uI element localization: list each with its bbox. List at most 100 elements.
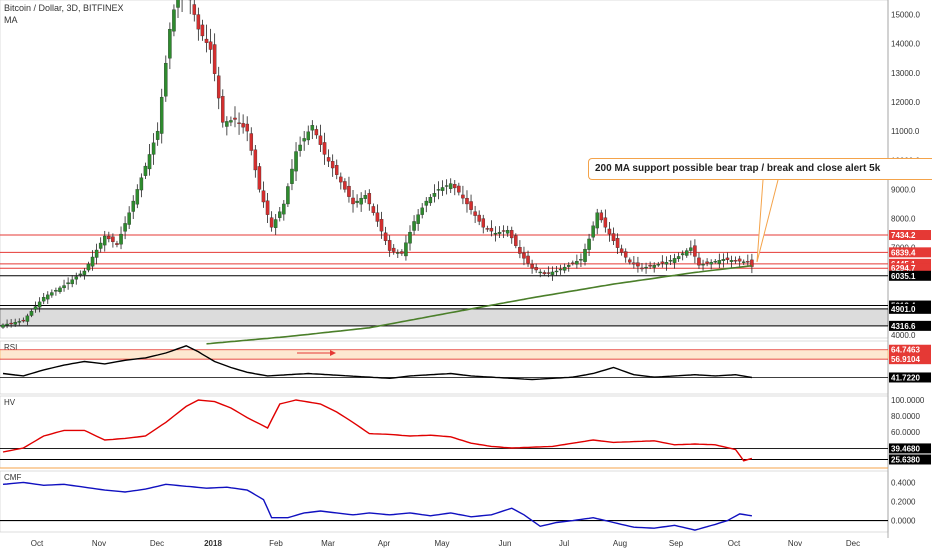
candle-body [676,256,681,259]
candle-body [672,258,677,263]
candle-body [229,120,233,123]
price-tick-label: 11000.0 [891,127,920,136]
candle-body [326,157,331,162]
candle-body [330,161,335,169]
candle-body [21,319,26,322]
candle-body [164,62,168,97]
hv-tick-label: 60.0000 [891,428,920,437]
x-tick-label: Apr [378,539,391,548]
support-zone [0,308,889,327]
candle-body [546,272,551,274]
price-tick-label: 12000.0 [891,98,920,107]
candle-body [440,187,445,191]
candle-body [461,194,465,199]
rsi-level-label-bg [889,344,931,355]
candle-body [680,253,685,256]
price-level-label-bg [889,230,931,241]
candle-body [579,259,583,261]
candle-body [379,218,384,232]
candle-body [623,251,628,258]
candle-body [286,186,290,205]
candle-body [74,276,79,280]
candle-body [367,193,372,205]
price-tick-label: 15000.0 [891,11,920,20]
candle-body [273,219,278,228]
candle-body [351,197,355,205]
candle-body [526,255,530,264]
rsi-level-label-bg [889,354,931,365]
candle-body [603,217,608,228]
candle-body [115,243,119,245]
candle-body [733,260,738,262]
x-tick-label: Oct [728,539,741,548]
candle-body [432,193,437,197]
candle-body [139,177,144,191]
x-tick-label: Aug [613,539,627,548]
panel-frame [0,470,889,533]
candle-body [721,259,726,261]
candle-body [298,144,302,151]
x-tick-label: Dec [846,539,860,548]
candle-body [477,214,481,222]
candle-body [424,200,429,206]
candle-body [530,264,534,269]
candle-body [208,41,213,50]
candle-body [444,185,449,187]
hv-title: HV [4,398,16,407]
candle-body [701,264,705,266]
rsi-line [2,345,753,381]
candle-body [58,287,62,292]
candle-body [656,264,661,266]
candle-body [200,24,205,37]
ma-indicator-label: MA [4,15,18,25]
candle-body [505,230,510,234]
price-level-label-bg [889,320,931,331]
candle-body [664,262,669,265]
candle-body [489,227,494,232]
x-tick-label: Nov [788,539,802,548]
candle-body [70,279,74,285]
candle-body [310,125,315,131]
hv-tick-label: 80.0000 [891,412,920,421]
price-tick-label: 13000.0 [891,69,920,78]
candle-body [33,306,38,310]
candle-body [82,270,87,275]
price-level-label: 6294.7 [891,264,916,273]
hv-tick-label: 100.0000 [891,396,925,405]
cmf-line [2,481,753,531]
candle-body [302,138,306,142]
candle-body [245,123,249,132]
annotation-callout[interactable]: 200 MA support possible bear trap / brea… [588,158,932,180]
candle-body [147,154,152,170]
price-level-label-bg [889,303,931,314]
candle-body [176,0,180,8]
candle-body [151,142,156,155]
candle-body [5,323,9,326]
candle-body [522,252,526,259]
candle-body [566,265,571,267]
x-tick-label: Oct [31,539,44,548]
price-level-label-bg [889,270,931,281]
rsi-band [0,349,889,360]
candle-body [412,221,416,231]
candle-body [493,232,498,235]
candle-body [648,265,652,267]
candle-body [25,315,30,322]
candle-body [322,142,327,155]
candle-body [241,123,245,128]
candle-body [54,290,58,292]
candle-body [689,247,693,251]
candle-body [172,9,176,32]
candle-body [611,233,616,242]
candle-body [204,38,209,43]
candle-body [725,257,730,260]
candle-body [29,311,34,316]
candle-body [640,267,644,270]
candle-body [693,245,697,257]
candle-body [290,168,294,184]
panel-frame [0,340,889,395]
ma200-line [206,264,752,345]
candle-body [587,238,591,250]
candle-body [497,231,502,234]
